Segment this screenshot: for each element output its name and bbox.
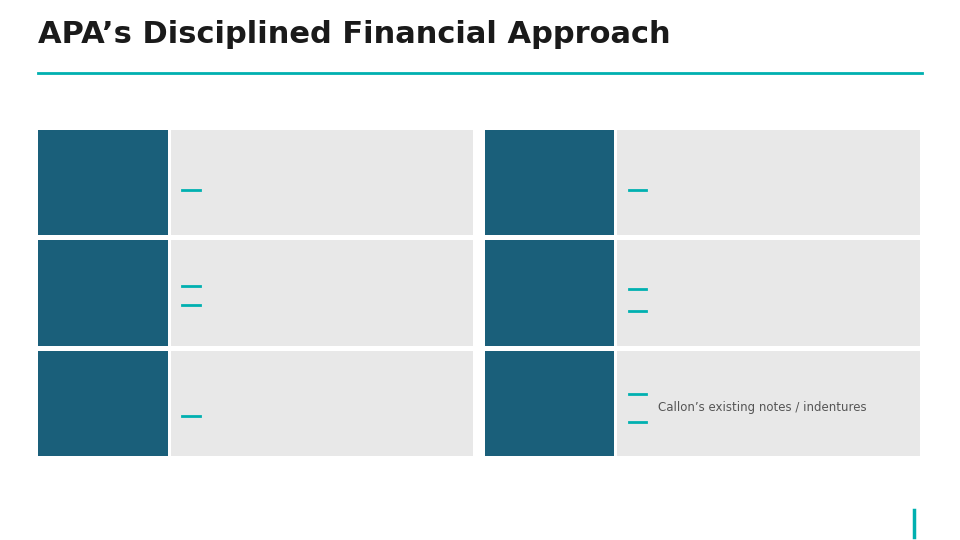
Bar [38, 351, 168, 456]
Text: Callon’s existing notes / indentures: Callon’s existing notes / indentures [658, 401, 866, 414]
Bar [171, 130, 473, 235]
Bar [617, 351, 920, 456]
Bar [485, 130, 614, 235]
Bar [617, 130, 920, 235]
Bar [485, 240, 614, 346]
Bar [485, 351, 614, 456]
Bar [38, 130, 168, 235]
Bar [171, 351, 473, 456]
Text: APA’s Disciplined Financial Approach: APA’s Disciplined Financial Approach [38, 19, 671, 49]
Bar [171, 240, 473, 346]
Bar [617, 240, 920, 346]
Bar [38, 240, 168, 346]
